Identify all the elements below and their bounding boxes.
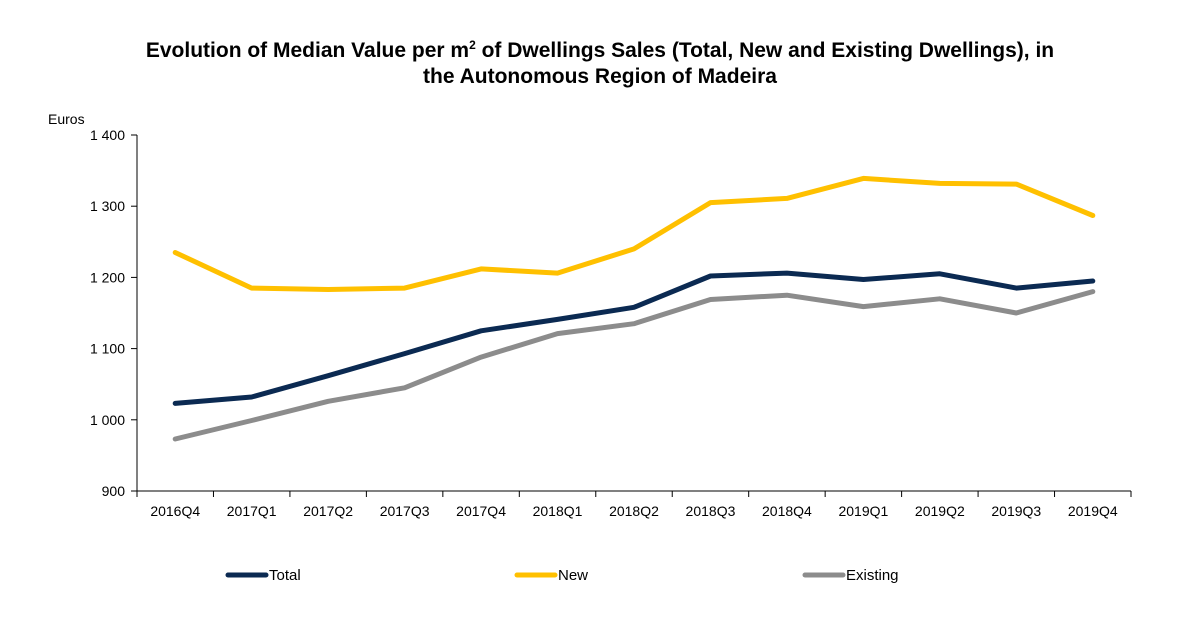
y-tick-label: 1 200 <box>90 269 125 285</box>
axes-group: 900 1 000 1 100 1 200 1 300 1 400 2016Q4 2017Q1… <box>90 127 1132 519</box>
x-tick-label: 2017Q1 <box>227 503 277 519</box>
y-tick-label: 1 100 <box>90 341 125 357</box>
legend-label-new: New <box>558 567 588 584</box>
legend: Total New Existing <box>225 567 899 584</box>
y-axis-label: Euros <box>48 111 85 127</box>
x-tick-label: 2018Q1 <box>533 503 583 519</box>
x-tick-label: 2019Q1 <box>838 503 888 519</box>
x-tick-label: 2017Q3 <box>380 503 430 519</box>
x-tick-label: 2019Q4 <box>1068 503 1118 519</box>
legend-label-total: Total <box>269 567 301 584</box>
chart-title-line2: the Autonomous Region of Madeira <box>423 65 777 88</box>
chart-title-part2: of Dwellings Sales (Total, New and Exist… <box>475 39 1055 62</box>
chart-title-line1: Evolution of Median Value per m2 of Dwel… <box>0 38 1200 64</box>
y-tick-label: 1 400 <box>90 127 125 143</box>
chart-title-part1: Evolution of Median Value per m <box>145 39 470 62</box>
series-line-existing <box>172 289 1096 442</box>
legend-label-existing: Existing <box>846 567 899 584</box>
series-line-total <box>172 270 1096 406</box>
x-tick-label: 2019Q3 <box>991 503 1041 519</box>
x-tick-label: 2017Q4 <box>456 503 506 519</box>
chart-title: Evolution of Median Value per m2 of Dwel… <box>0 38 1200 90</box>
series-line-new <box>172 175 1096 292</box>
series-layer <box>172 175 1096 442</box>
x-tick-label: 2018Q2 <box>609 503 659 519</box>
x-tick-label: 2019Q2 <box>915 503 965 519</box>
x-tick-label: 2016Q4 <box>150 503 200 519</box>
y-tick-label: 900 <box>102 483 126 499</box>
y-tick-label: 1 000 <box>90 412 125 428</box>
x-tick-label: 2017Q2 <box>303 503 353 519</box>
y-tick-label: 1 300 <box>90 198 125 214</box>
x-tick-label: 2018Q4 <box>762 503 812 519</box>
chart-title-superscript: 2 <box>469 38 476 52</box>
x-tick-label: 2018Q3 <box>686 503 736 519</box>
